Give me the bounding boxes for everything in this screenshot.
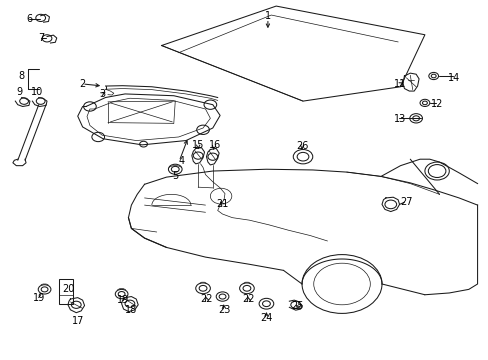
- Text: 26: 26: [295, 141, 307, 151]
- Text: 11: 11: [394, 79, 406, 89]
- Text: 19: 19: [33, 293, 45, 303]
- Text: 23: 23: [217, 305, 230, 315]
- Text: 24: 24: [260, 313, 272, 323]
- Bar: [59, 279, 73, 304]
- Text: 13: 13: [394, 114, 406, 124]
- Text: 9: 9: [16, 87, 22, 97]
- Text: 8: 8: [18, 71, 24, 81]
- Text: 14: 14: [447, 73, 459, 83]
- Text: 19: 19: [116, 295, 128, 305]
- Text: 6: 6: [26, 14, 32, 24]
- Text: 7: 7: [38, 33, 44, 43]
- Text: 10: 10: [31, 87, 43, 97]
- Text: 2: 2: [79, 79, 85, 89]
- Text: 12: 12: [430, 99, 443, 109]
- Text: 22: 22: [200, 294, 212, 304]
- Text: 4: 4: [179, 156, 185, 166]
- Text: 20: 20: [61, 284, 74, 294]
- Text: 16: 16: [209, 140, 221, 150]
- Text: 1: 1: [264, 11, 270, 21]
- Text: 5: 5: [172, 171, 178, 181]
- Text: 18: 18: [125, 305, 137, 315]
- Text: 15: 15: [192, 140, 204, 150]
- Text: 21: 21: [216, 199, 228, 210]
- Text: 17: 17: [71, 316, 84, 325]
- Text: 22: 22: [242, 294, 254, 304]
- Text: 25: 25: [290, 301, 303, 311]
- Text: 3: 3: [99, 89, 105, 99]
- Text: 27: 27: [399, 197, 412, 207]
